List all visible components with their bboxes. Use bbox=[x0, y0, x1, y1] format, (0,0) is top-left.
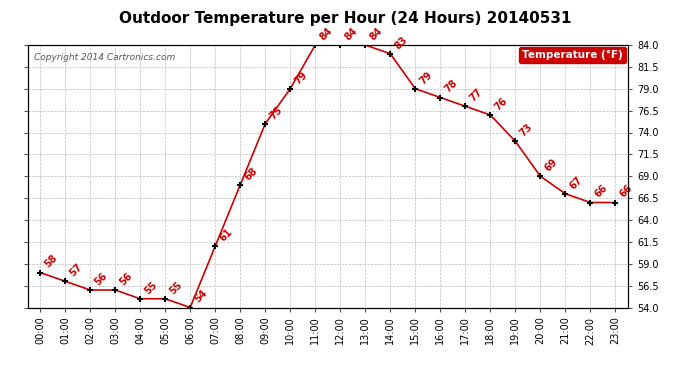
Text: 56: 56 bbox=[93, 271, 110, 287]
Text: 77: 77 bbox=[468, 87, 484, 104]
Text: 54: 54 bbox=[193, 288, 210, 305]
Text: 73: 73 bbox=[518, 122, 535, 138]
Text: 69: 69 bbox=[543, 157, 560, 174]
Text: 84: 84 bbox=[368, 26, 385, 42]
Text: 84: 84 bbox=[343, 26, 359, 42]
Text: 79: 79 bbox=[293, 69, 310, 86]
Text: 84: 84 bbox=[318, 26, 335, 42]
Text: 66: 66 bbox=[593, 183, 610, 200]
Text: 61: 61 bbox=[218, 227, 235, 243]
Legend: Temperature (°F): Temperature (°F) bbox=[519, 47, 626, 63]
Text: 55: 55 bbox=[143, 279, 159, 296]
Text: 66: 66 bbox=[618, 183, 635, 200]
Text: 83: 83 bbox=[393, 34, 410, 51]
Text: 56: 56 bbox=[118, 271, 135, 287]
Text: 55: 55 bbox=[168, 279, 184, 296]
Text: 57: 57 bbox=[68, 262, 84, 279]
Text: 78: 78 bbox=[443, 78, 460, 95]
Text: 76: 76 bbox=[493, 96, 510, 112]
Text: 79: 79 bbox=[418, 69, 435, 86]
Text: 68: 68 bbox=[243, 165, 259, 182]
Text: 67: 67 bbox=[568, 174, 584, 191]
Text: Outdoor Temperature per Hour (24 Hours) 20140531: Outdoor Temperature per Hour (24 Hours) … bbox=[119, 11, 571, 26]
Text: Copyright 2014 Cartronics.com: Copyright 2014 Cartronics.com bbox=[34, 53, 175, 62]
Text: 58: 58 bbox=[43, 253, 59, 270]
Text: 75: 75 bbox=[268, 104, 284, 121]
